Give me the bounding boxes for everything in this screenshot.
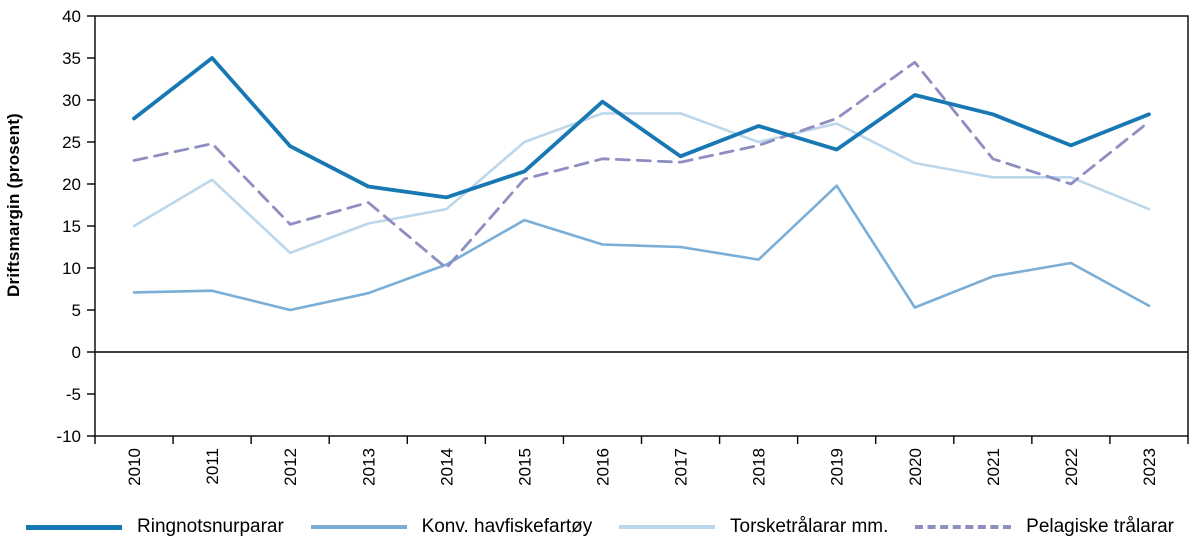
legend-item: Pelagiske trålarar	[915, 516, 1174, 538]
y-tick-label: 30	[62, 91, 81, 110]
y-tick-label: 5	[72, 301, 81, 320]
x-tick-label: 2011	[203, 448, 222, 485]
legend-line-sample	[310, 525, 407, 529]
x-tick-label: 2013	[359, 448, 378, 486]
y-tick-label: 15	[62, 217, 81, 236]
x-tick-label: 2015	[515, 448, 534, 486]
x-tick-label: 2017	[672, 448, 691, 486]
chart-legend: Ringnotsnurparar Konv. havfiskefartøy To…	[0, 516, 1200, 538]
x-tick-label: 2019	[828, 448, 847, 486]
y-tick-label: 40	[62, 7, 81, 26]
legend-label: Torsketrålarar mm.	[730, 516, 889, 537]
legend-label: Pelagiske trålarar	[1026, 516, 1174, 537]
y-tick-label: 25	[62, 133, 81, 152]
legend-item: Ringnotsnurparar	[26, 516, 284, 538]
y-tick-label: -5	[66, 385, 81, 404]
series-line-3	[132, 60, 1151, 270]
x-tick-label: 2020	[906, 448, 925, 486]
series-line-0	[132, 56, 1151, 200]
legend-line-sample	[915, 525, 1012, 529]
legend-item: Torsketrålarar mm.	[619, 516, 888, 538]
y-tick-label: 10	[62, 259, 81, 278]
x-tick-label: 2014	[437, 448, 456, 486]
legend-line-sample	[619, 525, 716, 529]
y-tick-label: 35	[62, 49, 81, 68]
legend-label: Ringnotsnurparar	[137, 516, 284, 537]
legend-line-sample	[26, 524, 122, 530]
legend-item: Konv. havfiskefartøy	[310, 516, 593, 538]
x-tick-label: 2016	[593, 448, 612, 486]
x-tick-label: 2018	[750, 448, 769, 486]
plot-border	[94, 15, 1189, 437]
y-tick-label: 20	[62, 175, 81, 194]
x-tick-label: 2022	[1062, 448, 1081, 486]
x-tick-label: 2021	[984, 448, 1003, 486]
x-tick-label: 2023	[1140, 448, 1159, 486]
y-tick-label: -10	[56, 427, 81, 446]
series-line-1	[132, 184, 1151, 312]
series-line-2	[132, 112, 1151, 255]
x-tick-label: 2010	[125, 448, 144, 486]
x-tick-label: 2012	[281, 448, 300, 486]
y-tick-label: 0	[72, 343, 81, 362]
legend-label: Konv. havfiskefartøy	[421, 516, 593, 537]
